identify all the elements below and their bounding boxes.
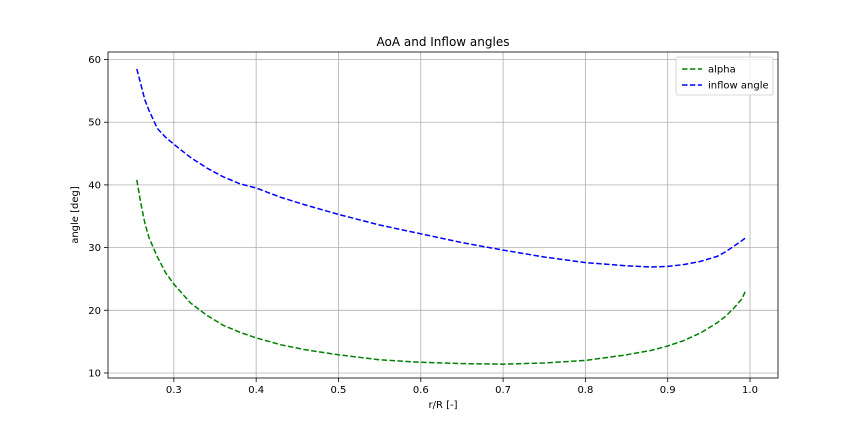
chart-title: AoA and Inflow angles: [377, 35, 510, 49]
legend: alpha inflow angle: [675, 56, 774, 96]
plot-frame: [107, 51, 779, 379]
y-axis-label: angle [deg]: [70, 186, 81, 244]
legend-label: alpha: [708, 65, 736, 76]
x-tick-label: 0.9: [660, 385, 676, 396]
x-tick-label: 0.3: [166, 385, 182, 396]
legend-label: inflow angle: [708, 81, 769, 92]
x-tick-label: 0.6: [413, 385, 429, 396]
y-tick-label: 60: [88, 55, 101, 66]
x-tick-label: 0.5: [331, 385, 347, 396]
y-tick-label: 30: [88, 243, 101, 254]
legend-entries: alpha inflow angle: [682, 65, 769, 92]
series-line-alpha: [136, 179, 747, 365]
series-line-inflow-angle: [136, 68, 747, 268]
x-tick-label: 0.8: [577, 385, 593, 396]
x-axis-ticks: 0.3 0.4 0.5 0.6 0.7 0.8 0.9 1.0: [166, 378, 758, 396]
series-lines: [136, 68, 747, 365]
y-tick-label: 50: [88, 118, 101, 129]
x-tick-label: 0.4: [248, 385, 264, 396]
y-tick-label: 20: [88, 306, 101, 317]
y-axis-ticks: 10 20 30 40 50 60: [88, 55, 108, 379]
y-tick-label: 10: [88, 368, 101, 379]
y-tick-label: 40: [88, 180, 101, 191]
grid: [108, 52, 778, 378]
x-tick-label: 0.7: [495, 385, 511, 396]
x-axis-label: r/R [-]: [428, 400, 457, 411]
x-tick-label: 1.0: [742, 385, 758, 396]
